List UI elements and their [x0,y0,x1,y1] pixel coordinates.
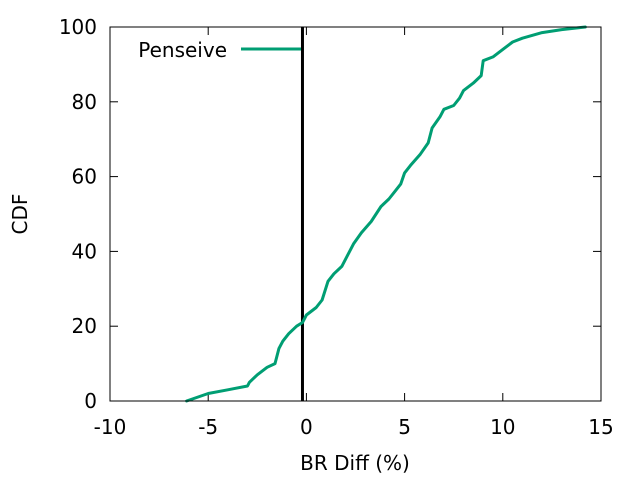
y-tick-label: 0 [84,389,97,413]
y-tick-label: 40 [72,239,97,263]
legend-label-penseive: Penseive [138,38,227,62]
y-tick-label: 60 [72,165,97,189]
x-tick-label: 15 [588,415,613,439]
x-tick-label: -10 [94,415,127,439]
axes-layer: -10 -5 0 5 10 15 0 20 40 60 80 100 [59,15,614,439]
legend: Penseive [138,38,301,62]
y-axis-label: CDF [8,194,32,235]
plot-frame [109,26,602,402]
x-tick-label: -5 [198,415,218,439]
y-tick-label: 80 [72,90,97,114]
x-tick-label: 10 [490,415,515,439]
y-tick-label: 100 [59,15,97,39]
series-layer [185,25,587,403]
x-tick-label: 5 [398,415,411,439]
series-line-penseive [185,25,587,403]
x-tick-label: 0 [300,415,313,439]
x-axis-label: BR Diff (%) [300,451,410,475]
y-tick-label: 20 [72,314,97,338]
